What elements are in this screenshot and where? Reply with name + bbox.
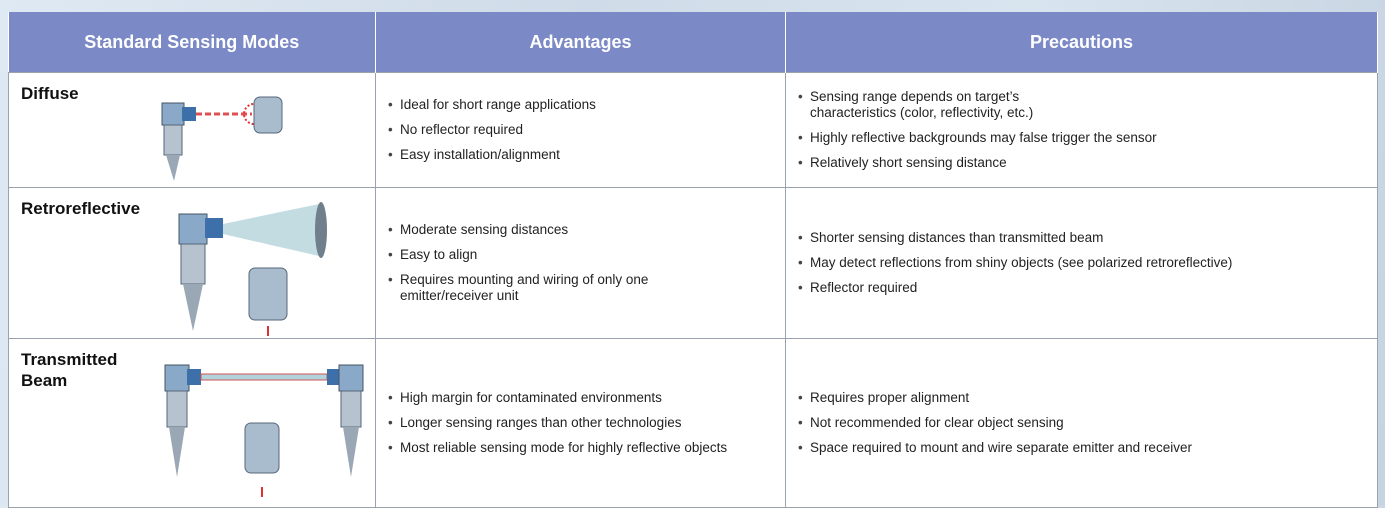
precautions-cell: Requires proper alignment Not recommende…: [785, 338, 1378, 508]
precaution: Reflector required: [798, 280, 1377, 296]
precautions-cell: Sensing range depends on target’s charac…: [785, 72, 1378, 188]
advantage: Most reliable sensing mode for highly re…: [388, 440, 785, 456]
advantage: Easy installation/alignment: [388, 147, 785, 163]
precaution: Space required to mount and wire separat…: [798, 440, 1377, 456]
advantages-cell: High margin for contaminated environment…: [375, 338, 786, 508]
advantages-cell: Ideal for short range applications No re…: [375, 72, 786, 188]
illustration: [178, 202, 327, 336]
illustration: [164, 364, 364, 497]
sensing-table: Standard Sensing Modes Advantages Precau…: [8, 12, 1378, 508]
mode-cell: Diffuse: [8, 72, 376, 188]
precautions-cell: Shorter sensing distances than transmitt…: [785, 187, 1378, 339]
illustration: [161, 96, 283, 181]
advantage: Longer sensing ranges than other technol…: [388, 415, 785, 431]
mode-cell: Transmitted Beam: [8, 338, 376, 508]
precaution: Highly reflective backgrounds may false …: [798, 130, 1377, 146]
advantage: High margin for contaminated environment…: [388, 390, 785, 406]
advantage: Ideal for short range applications: [388, 97, 785, 113]
header-row: Standard Sensing Modes Advantages Precau…: [8, 12, 1378, 73]
precaution: Shorter sensing distances than transmitt…: [798, 230, 1377, 246]
row: Transmitted Beam High margin for contami…: [8, 338, 1378, 508]
precaution: May detect reflections from shiny object…: [798, 255, 1377, 271]
advantage: Easy to align: [388, 247, 785, 263]
advantage: Requires mounting and wiring of only one…: [388, 272, 720, 304]
precaution: Requires proper alignment: [798, 390, 1377, 406]
precaution: Not recommended for clear object sensing: [798, 415, 1377, 431]
header-cell: Precautions: [785, 12, 1378, 73]
header-cell: Standard Sensing Modes: [8, 12, 376, 73]
precaution: Relatively short sensing distance: [798, 155, 1377, 171]
mode-cell: Retroreflective: [8, 187, 376, 339]
advantage: No reflector required: [388, 122, 785, 138]
precaution: Sensing range depends on target’s charac…: [798, 89, 1100, 121]
row: Retroreflective Moderate sensing distanc…: [8, 187, 1378, 339]
header-cell: Advantages: [375, 12, 786, 73]
mode-label: Diffuse: [21, 84, 79, 103]
row: Diffuse Ideal for short range applicatio…: [8, 72, 1378, 188]
advantages-cell: Moderate sensing distances Easy to align…: [375, 187, 786, 339]
advantage: Moderate sensing distances: [388, 222, 785, 238]
mode-label: Transmitted Beam: [21, 350, 118, 390]
mode-label: Retroreflective: [21, 199, 141, 218]
